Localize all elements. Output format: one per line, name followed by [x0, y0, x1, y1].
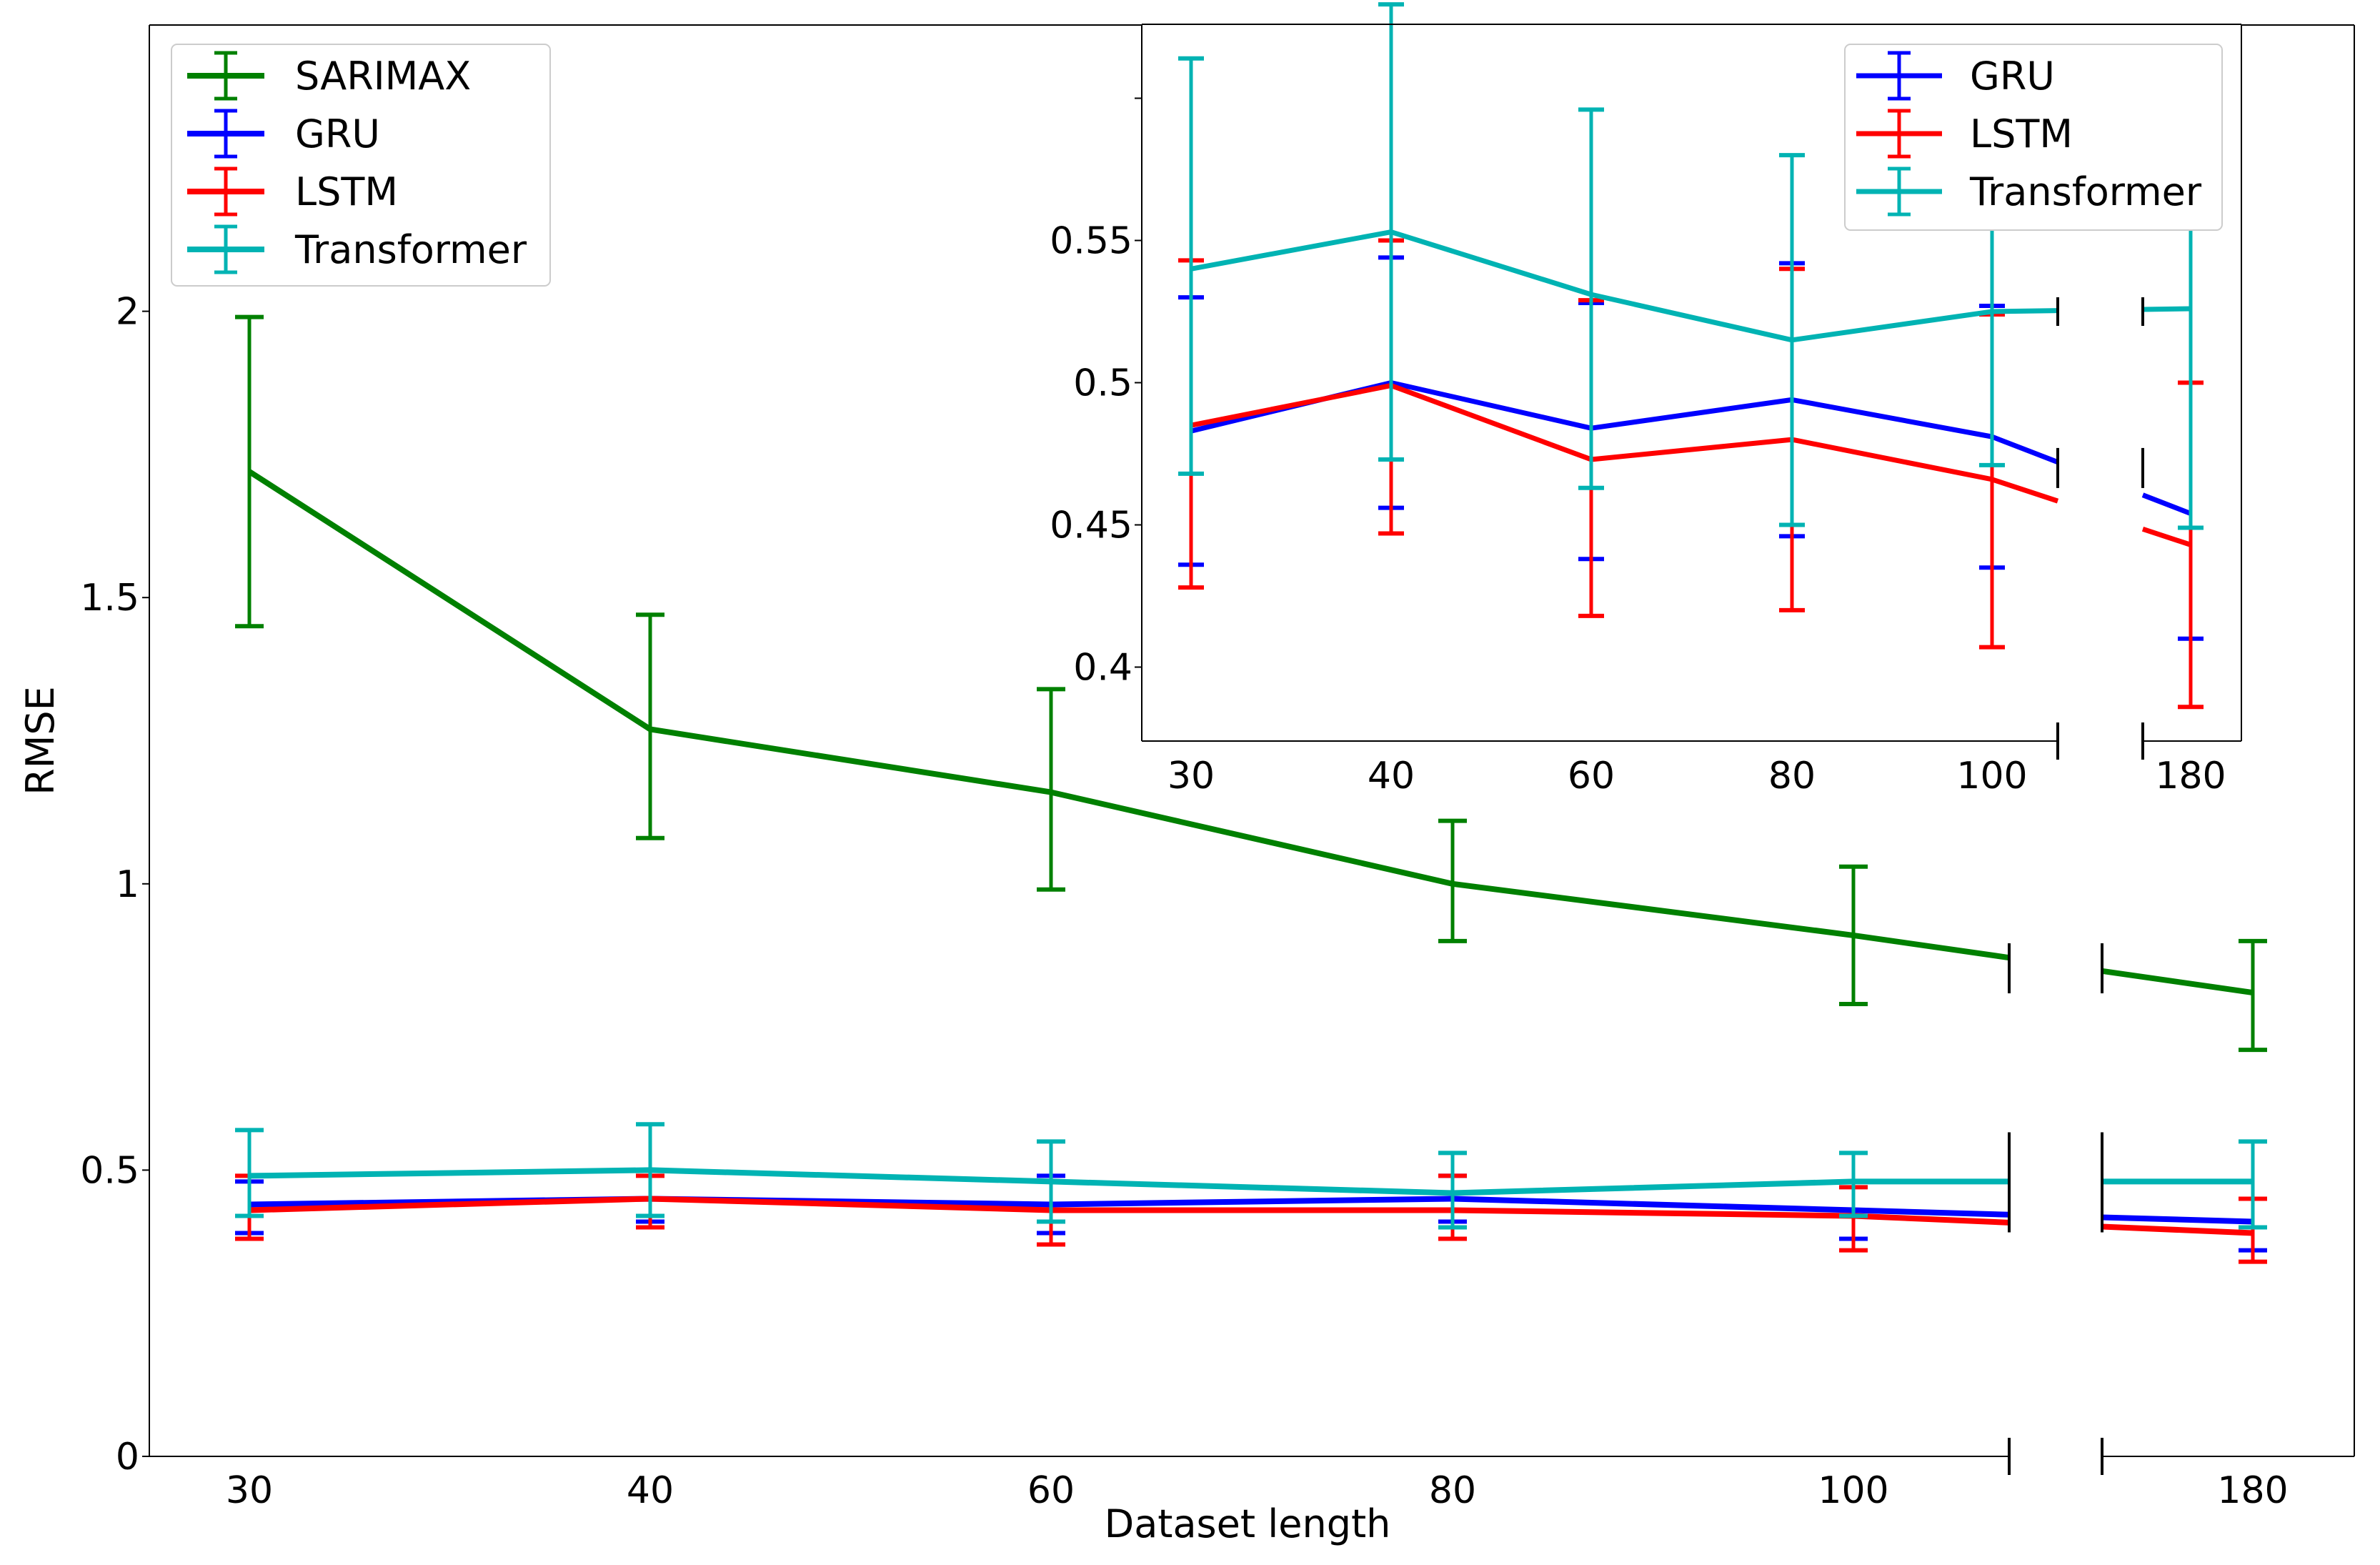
main-x-axis-title: Dataset length	[1105, 1501, 1391, 1546]
legend-label: LSTM	[1970, 111, 2073, 156]
main-legend-item-gru: GRU	[187, 109, 380, 159]
main-series-sarimax	[235, 314, 2267, 1053]
main-errorbar-transformer	[1839, 1151, 1868, 1218]
main-series-line-gru	[2101, 1214, 2254, 1225]
inset-x-tick-label: 100	[1956, 755, 2027, 798]
main-legend-item-lstm: LSTM	[187, 167, 398, 217]
main-errorbar-sarimax	[235, 314, 264, 629]
legend-label: GRU	[295, 111, 380, 156]
inset-plot: 30 40 60 80 100 180 0.4 0.45 0.5 0.55 GRU LSTM Trans…	[1050, 2, 2242, 798]
main-series-transformer	[235, 1122, 2267, 1230]
main-errorbar-sarimax	[2239, 938, 2267, 1053]
inset-errorbar-transformer	[1178, 56, 1204, 476]
inset-errorbar-transformer	[1578, 107, 1604, 490]
main-y-tick-label: 0.5	[80, 1149, 139, 1192]
legend-label: Transformer	[294, 227, 527, 272]
legend-label: LSTM	[295, 169, 398, 214]
inset-series-line-gru	[2141, 492, 2192, 516]
inset-y-tick-label: 0.4	[1073, 647, 1132, 690]
main-errorbar-transformer	[1438, 1151, 1467, 1230]
main-errorbar-sarimax	[636, 612, 664, 840]
inset-x-tick-label: 80	[1768, 755, 1816, 798]
main-x-tick-label: 30	[226, 1469, 273, 1512]
inset-errorbar-transformer	[1378, 2, 1404, 462]
main-x-tick-label: 60	[1027, 1469, 1075, 1512]
inset-y-tick-label: 0.45	[1050, 505, 1132, 547]
inset-series-transformer	[1178, 2, 2204, 530]
main-legend-item-sarimax: SARIMAX	[187, 51, 471, 101]
main-y-tick-label: 1	[116, 863, 139, 906]
legend-label: SARIMAX	[295, 54, 471, 99]
inset-x-tick-label: 180	[2155, 755, 2226, 798]
inset-y-tick-label: 0.5	[1073, 362, 1132, 405]
main-y-tick-label: 2	[116, 291, 139, 334]
main-series-line-transformer	[249, 1167, 2009, 1196]
inset-x-tick-label: 60	[1568, 755, 1615, 798]
main-errorbar-transformer	[1037, 1139, 1065, 1224]
main-series-line-lstm	[2101, 1223, 2254, 1236]
inset-x-tick-label: 30	[1167, 755, 1215, 798]
legend-label: Transformer	[1969, 169, 2202, 214]
inset-legend: GRU LSTM Transformer	[1844, 44, 2223, 231]
main-errorbar-transformer	[636, 1122, 664, 1218]
inset-x-tick-label: 40	[1368, 755, 1415, 798]
inset-legend-box	[1844, 44, 2223, 231]
main-errorbar-transformer	[2239, 1139, 2267, 1230]
main-series-line-lstm	[249, 1196, 2010, 1226]
main-x-tick-label: 180	[2217, 1469, 2288, 1512]
main-errorbar-sarimax	[1438, 818, 1467, 943]
main-errorbar-sarimax	[1037, 687, 1065, 892]
main-y-tick-label: 0	[116, 1436, 139, 1479]
main-legend-box	[171, 44, 551, 287]
inset-legend-item-transformer: Transformer	[1856, 167, 2202, 217]
inset-y-tick-label: 0.55	[1050, 219, 1132, 262]
inset-legend-item-lstm: LSTM	[1856, 109, 2073, 159]
main-legend-item-transformer: Transformer	[187, 224, 527, 274]
inset-errorbar-transformer	[1779, 153, 1805, 527]
main-x-tick-label: 100	[1818, 1469, 1888, 1512]
legend-label: GRU	[1970, 54, 2055, 99]
main-series-line-sarimax	[247, 469, 2010, 961]
main-errorbar-sarimax	[1839, 864, 1868, 1007]
inset-legend-item-gru: GRU	[1856, 51, 2055, 101]
main-y-tick-label: 1.5	[80, 577, 139, 620]
main-errorbar-transformer	[235, 1128, 264, 1218]
inset-series-line-transformer	[1190, 229, 2058, 343]
main-x-tick-label: 80	[1429, 1469, 1476, 1512]
main-x-tick-label: 40	[627, 1469, 674, 1512]
inset-series-line-lstm	[1190, 382, 2059, 504]
inset-series-line-lstm	[2141, 526, 2192, 547]
main-series-line-sarimax	[2101, 968, 2254, 995]
main-y-axis-title: RMSE	[18, 686, 63, 795]
main-legend: SARIMAX GRU LSTM Transformer	[171, 44, 551, 287]
